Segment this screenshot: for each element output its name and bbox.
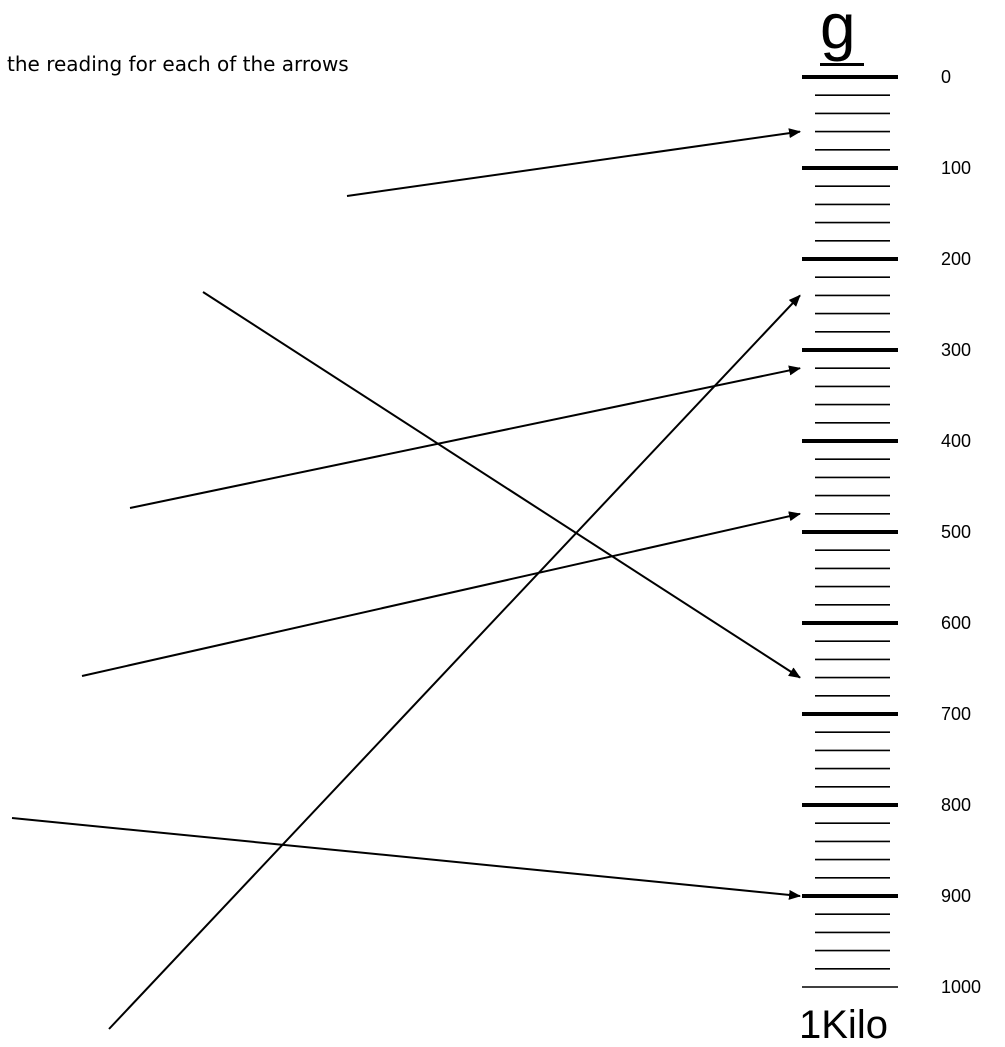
tick-label: 600 [941,613,971,633]
arrow-2 [202,291,801,679]
tick-label: 100 [941,158,971,178]
tick-label: 500 [941,522,971,542]
arrow-6 [11,817,801,900]
scale-labels: 0 100 200 300 400 500 600 700 800 900 1000 [941,67,981,997]
tick-label: 300 [941,340,971,360]
unit-label-kilo: 1Kilo [799,1003,888,1047]
tick-label: 1000 [941,977,981,997]
scale-ticks [802,75,898,988]
arrow-1 [346,128,801,197]
arrows [11,128,801,1030]
tick-label: 700 [941,704,971,724]
tick-label: 900 [941,886,971,906]
tick-label: 400 [941,431,971,451]
arrow-4 [129,365,801,509]
unit-label-grams: g [820,0,856,62]
tick-label: 800 [941,795,971,815]
arrow-3 [108,294,801,1030]
tick-label: 200 [941,249,971,269]
arrow-5 [81,511,801,677]
unit-underline [820,63,864,66]
instruction-text: n the reading for each of the arrows [0,52,349,76]
tick-label: 0 [941,67,951,87]
